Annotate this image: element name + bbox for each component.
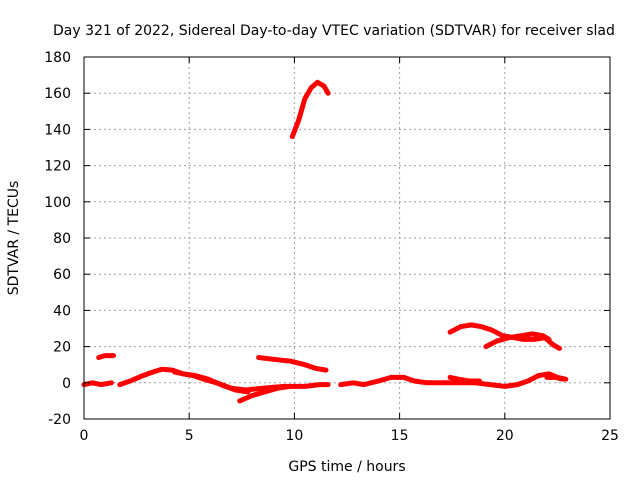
y-tick-label: -20 [48,412,71,428]
x-tick-label: 25 [601,428,619,444]
x-tick-label: 5 [185,428,194,444]
y-tick-label: 80 [53,231,71,247]
y-tick-label: 180 [44,50,71,66]
plot-frame [83,56,611,420]
y-tick-label: 160 [44,86,71,102]
x-tick-label: 0 [80,428,89,444]
x-axis-label: GPS time / hours [288,459,405,475]
series-line-arc-11 [483,331,552,350]
series-line-arc-6 [256,355,329,373]
x-tick-label: 15 [391,428,409,444]
y-tick-label: 120 [44,159,71,175]
series-line-arc-12 [544,374,567,382]
series-line-arc-8 [338,371,569,389]
tick-layer: 0 5 10 15 20 25 -20 0 20 40 60 80 100 120 140 160 180 [44,50,619,444]
x-tick-label: 20 [496,428,514,444]
y-tick-label: 0 [62,376,71,392]
series-line-arc-9 [447,374,483,384]
x-tick-label: 10 [285,428,303,444]
series-line-arc-1 [81,380,114,388]
grid-layer [84,57,610,419]
y-tick-label: 140 [44,122,71,138]
y-tick-label: 100 [44,195,71,211]
series-layer [81,79,569,404]
series-line-arc-4 [172,369,251,395]
y-tick-label: 40 [53,303,71,319]
series-line-arc-5 [237,383,293,404]
series-line-arc-2 [96,353,116,360]
series-line-arc-7 [289,79,331,140]
chart-title: Day 321 of 2022, Sidereal Day-to-day VTE… [53,23,615,39]
y-tick-label: 60 [53,267,71,283]
y-tick-label: 20 [53,340,71,356]
y-axis-label: SDTVAR / TECUs [6,181,22,296]
